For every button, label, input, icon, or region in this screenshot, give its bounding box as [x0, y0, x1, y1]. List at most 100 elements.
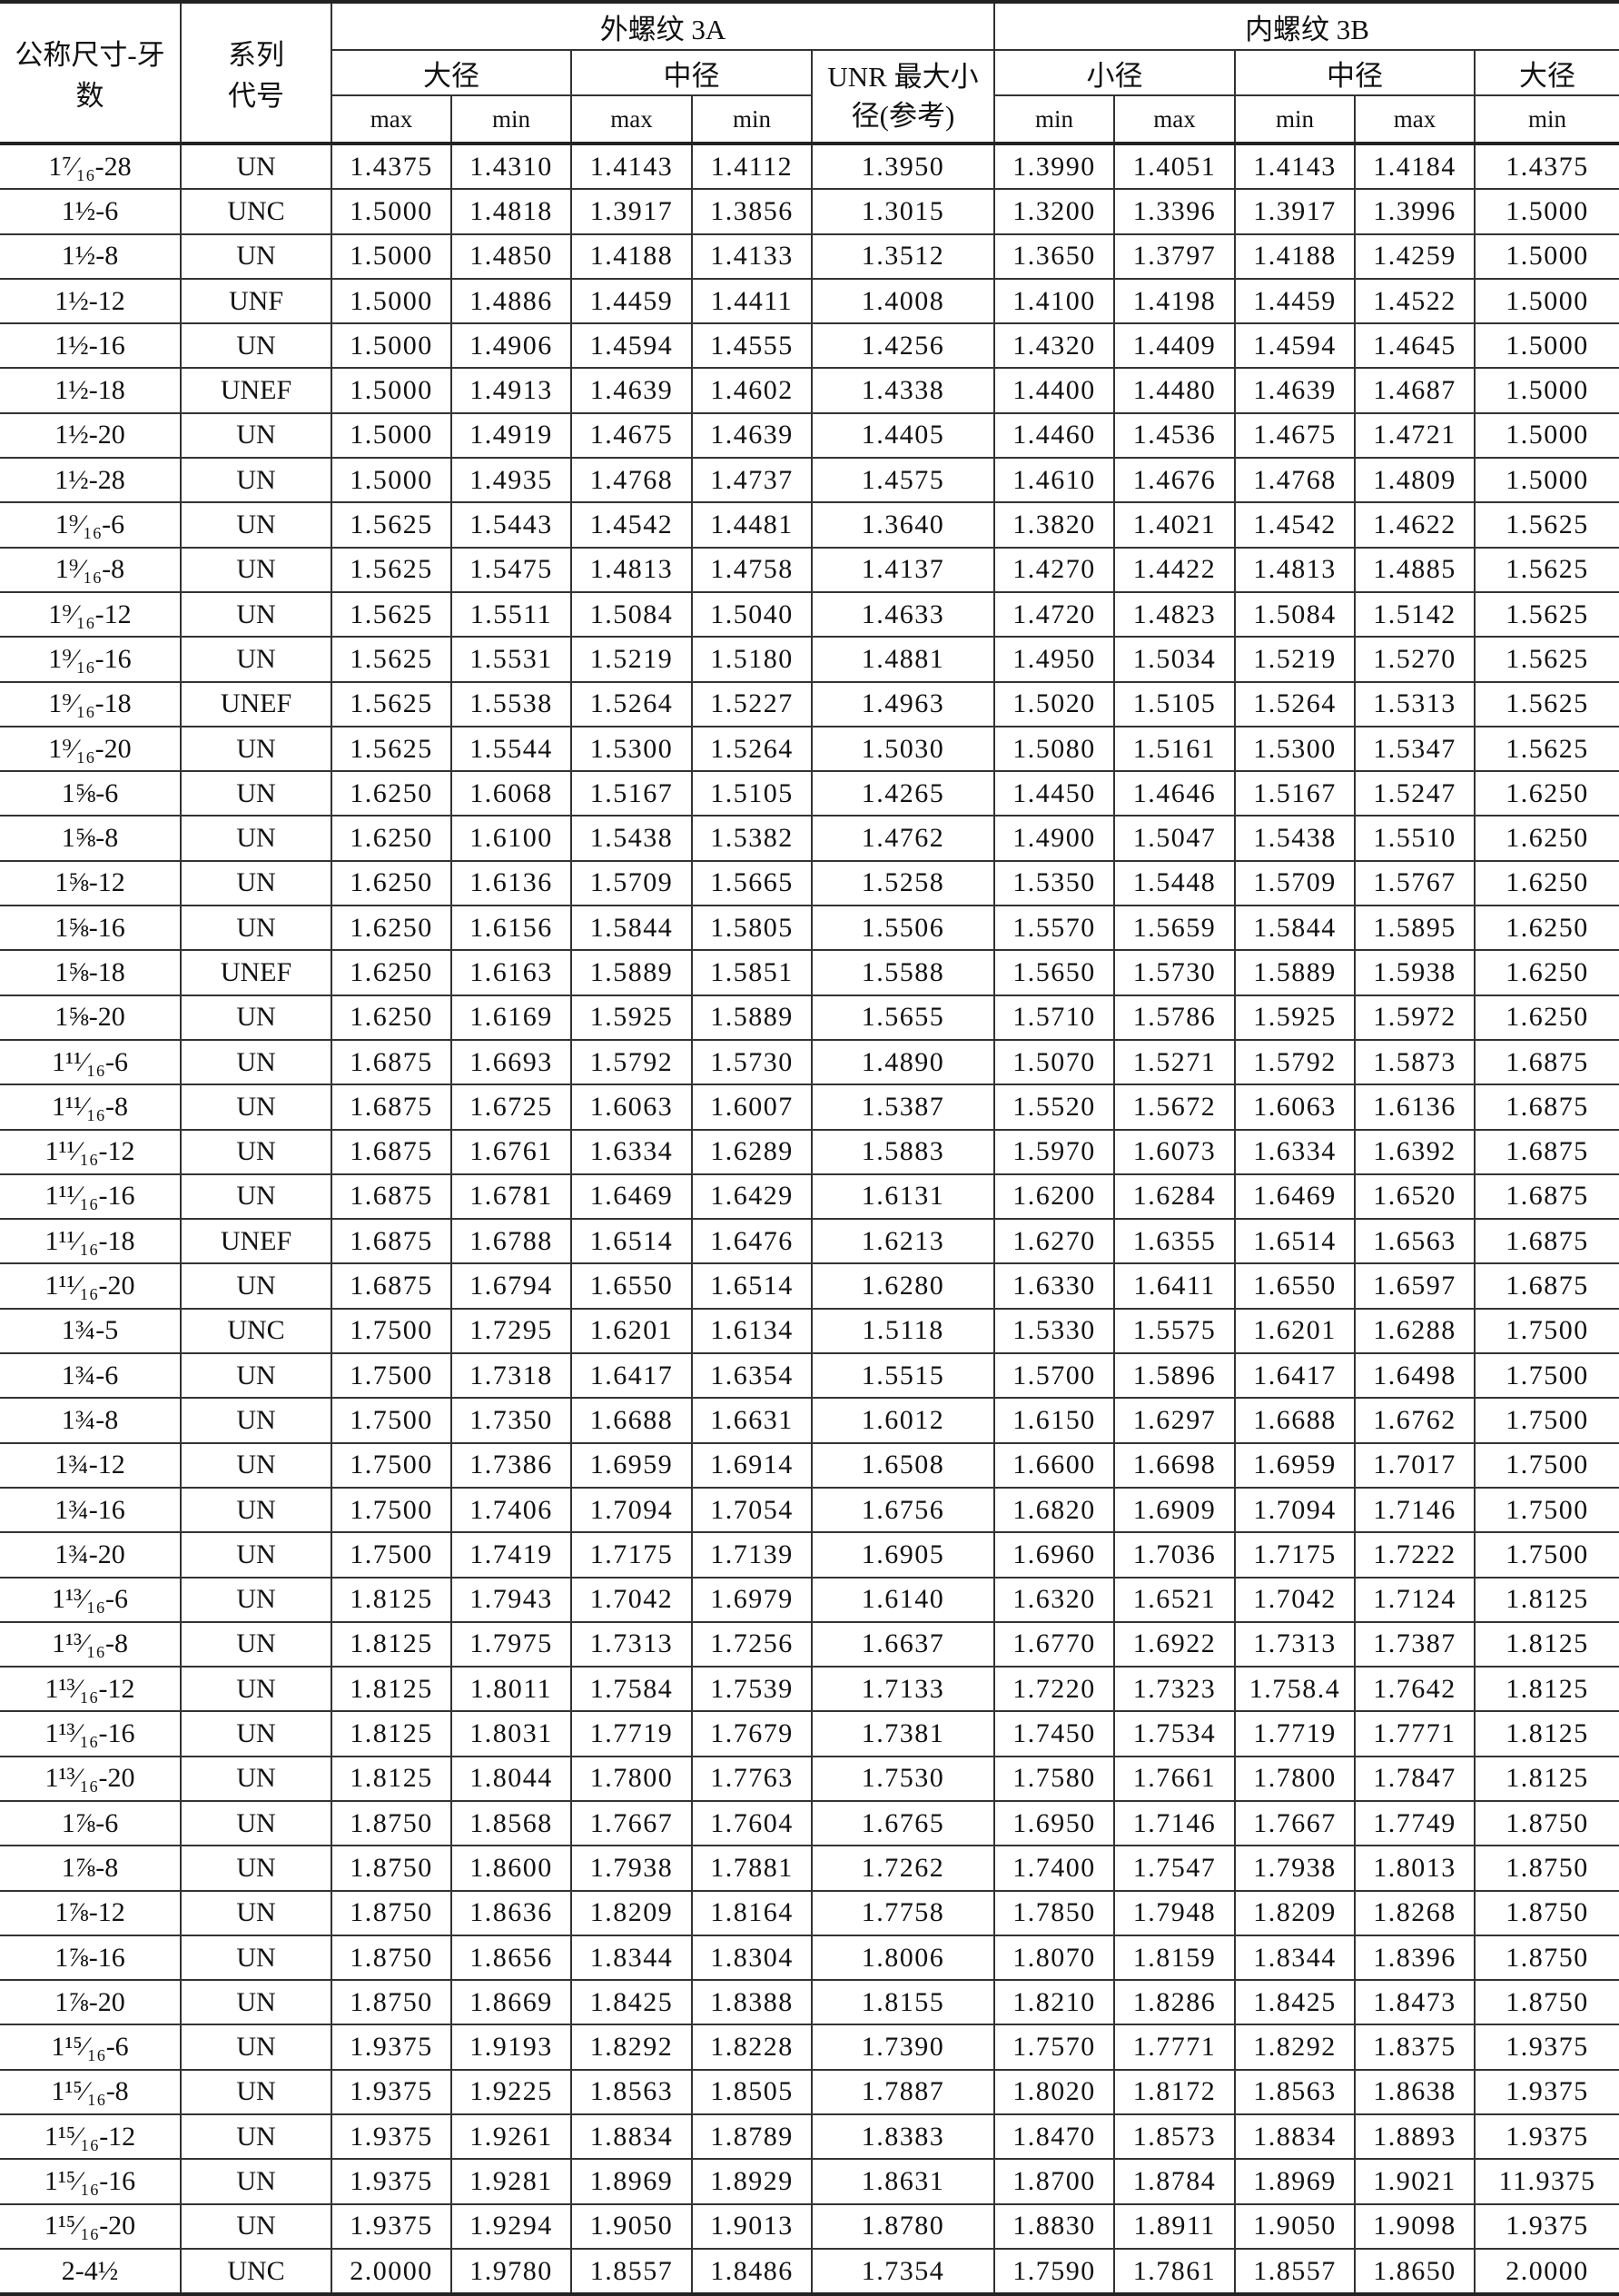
cell-ext-major-max: 1.8750	[331, 1845, 452, 1892]
cell-size: 1¾-16	[0, 1486, 182, 1534]
cell-ext-pitch-max: 1.7938	[570, 1845, 693, 1892]
cell-int-major-min: 1.8125	[1474, 1755, 1619, 1802]
header-size: 公称尺寸-牙数	[0, 0, 182, 145]
table-row: 1⁹⁄₁₆-6 UN 1.5625 1.5443 1.4542 1.4481 1.3640 1…	[0, 501, 1619, 549]
cell-int-pitch-min: 1.4459	[1234, 277, 1357, 325]
cell-int-minor-max: 1.5575	[1113, 1307, 1237, 1355]
cell-series: UN	[180, 770, 332, 817]
cell-unr-minor-max: 1.4008	[810, 277, 996, 325]
cell-ext-pitch-min: 1.4133	[691, 233, 813, 280]
cell-series: UN	[180, 142, 332, 191]
cell-ext-pitch-max: 1.7175	[570, 1531, 693, 1578]
cell-int-pitch-min: 1.4768	[1234, 457, 1357, 504]
cell-series: UN	[180, 2202, 332, 2250]
table-row: 1⅞-16 UN 1.8750 1.8656 1.8344 1.8304 1.8006 1.8…	[0, 1934, 1619, 1982]
cell-unr-minor-max: 1.7133	[810, 1666, 996, 1713]
cell-size: 1⁹⁄₁₆-16	[0, 636, 182, 683]
cell-ext-pitch-max: 1.5219	[570, 636, 693, 683]
cell-int-minor-min: 1.8700	[993, 2158, 1116, 2205]
cell-int-pitch-max: 1.4622	[1354, 501, 1476, 549]
cell-ext-pitch-max: 1.6959	[570, 1441, 693, 1489]
table-row: 1½-28 UN 1.5000 1.4935 1.4768 1.4737 1.4575 1.4…	[0, 457, 1619, 504]
cell-int-pitch-max: 1.5938	[1354, 949, 1476, 996]
cell-int-pitch-min: 1.6063	[1234, 1084, 1357, 1131]
cell-size: 1¹³⁄₁₆-20	[0, 1755, 182, 1802]
cell-ext-major-min: 1.4913	[450, 367, 572, 414]
cell-int-pitch-min: 1.5792	[1234, 1038, 1357, 1086]
cell-size: 1¹³⁄₁₆-8	[0, 1620, 182, 1668]
cell-ext-major-max: 1.8125	[331, 1620, 452, 1668]
cell-int-major-min: 1.7500	[1474, 1307, 1619, 1355]
cell-series: UN	[180, 1352, 332, 1400]
cell-int-minor-max: 1.7661	[1113, 1755, 1237, 1802]
cell-ext-major-min: 1.8031	[450, 1710, 572, 1757]
cell-int-major-min: 1.7500	[1474, 1352, 1619, 1400]
table-row: 1¾-20 UN 1.7500 1.7419 1.7175 1.7139 1.6905 1.6…	[0, 1531, 1619, 1578]
table-row: 1¹³⁄₁₆-20 UN 1.8125 1.8044 1.7800 1.7763 1.753…	[0, 1755, 1619, 1802]
cell-ext-major-max: 1.5000	[331, 367, 452, 414]
cell-size: 1⅝-8	[0, 815, 182, 862]
cell-series: UNC	[180, 188, 332, 235]
cell-ext-pitch-min: 1.5382	[691, 815, 813, 862]
cell-ext-pitch-max: 1.5889	[570, 949, 693, 996]
table-row: 2-4½ UNC 2.0000 1.9780 1.8557 1.8486 1.7354 1.7…	[0, 2247, 1619, 2296]
cell-series: UNC	[180, 2247, 332, 2296]
cell-unr-minor-max: 1.3512	[810, 233, 996, 280]
cell-int-minor-max: 1.6698	[1113, 1441, 1237, 1489]
cell-series: UN	[180, 1531, 332, 1578]
cell-series: UN	[180, 1666, 332, 1713]
cell-int-minor-max: 1.7547	[1113, 1845, 1237, 1892]
table-row: 1⅝-16 UN 1.6250 1.6156 1.5844 1.5805 1.5506 1.5…	[0, 905, 1619, 952]
cell-ext-major-min: 1.7295	[450, 1307, 572, 1355]
cell-unr-minor-max: 1.6508	[810, 1441, 996, 1489]
cell-unr-minor-max: 1.8006	[810, 1934, 996, 1982]
cell-series: UN	[180, 457, 332, 504]
cell-int-minor-min: 1.6600	[993, 1441, 1116, 1489]
cell-int-pitch-min: 1.5300	[1234, 725, 1357, 773]
cell-int-pitch-max: 1.4809	[1354, 457, 1476, 504]
table-row: 1⅞-20 UN 1.8750 1.8669 1.8425 1.8388 1.8155 1.8…	[0, 1979, 1619, 2026]
cell-int-pitch-min: 1.5844	[1234, 905, 1357, 952]
cell-ext-pitch-max: 1.6514	[570, 1218, 693, 1265]
table-row: 1⅞-12 UN 1.8750 1.8636 1.8209 1.8164 1.7758 1.7…	[0, 1889, 1619, 1936]
cell-size: 1¹³⁄₁₆-16	[0, 1710, 182, 1757]
cell-int-minor-min: 1.5070	[993, 1038, 1116, 1086]
cell-ext-major-max: 1.5000	[331, 277, 452, 325]
cell-ext-pitch-max: 1.7719	[570, 1710, 693, 1757]
cell-int-major-min: 1.8750	[1474, 1889, 1619, 1936]
cell-ext-major-min: 1.6725	[450, 1084, 572, 1131]
cell-size: 1¹¹⁄₁₆-6	[0, 1038, 182, 1086]
cell-ext-pitch-min: 1.6631	[691, 1397, 813, 1444]
cell-unr-minor-max: 1.5030	[810, 725, 996, 773]
cell-int-minor-max: 1.6355	[1113, 1218, 1237, 1265]
cell-int-major-min: 1.6250	[1474, 815, 1619, 862]
cell-int-major-min: 1.6875	[1474, 1262, 1619, 1310]
cell-int-major-min: 1.5625	[1474, 546, 1619, 593]
cell-size: 1½-28	[0, 457, 182, 504]
cell-int-pitch-min: 1.7094	[1234, 1486, 1357, 1534]
cell-int-major-min: 1.5000	[1474, 277, 1619, 325]
cell-int-pitch-min: 1.7313	[1234, 1620, 1357, 1668]
cell-series: UN	[180, 233, 332, 280]
cell-ext-major-max: 1.5625	[331, 680, 452, 727]
cell-int-major-min: 2.0000	[1474, 2247, 1619, 2296]
cell-ext-pitch-min: 1.6289	[691, 1128, 813, 1175]
cell-int-pitch-min: 1.5709	[1234, 859, 1357, 907]
cell-ext-pitch-max: 1.6201	[570, 1307, 693, 1355]
cell-int-minor-max: 1.6297	[1113, 1397, 1237, 1444]
cell-size: 1⁷⁄₁₆-28	[0, 142, 182, 191]
cell-ext-pitch-max: 1.4143	[570, 142, 693, 191]
header-int-minor-diameter: 小径	[993, 49, 1237, 96]
cell-int-major-min: 1.7500	[1474, 1531, 1619, 1578]
cell-ext-major-min: 1.4850	[450, 233, 572, 280]
cell-ext-pitch-max: 1.5792	[570, 1038, 693, 1086]
cell-ext-major-min: 1.9261	[450, 2113, 572, 2161]
cell-int-minor-min: 1.4610	[993, 457, 1116, 504]
cell-ext-pitch-max: 1.4542	[570, 501, 693, 549]
cell-int-minor-max: 1.6909	[1113, 1486, 1237, 1534]
cell-series: UNF	[180, 277, 332, 325]
cell-ext-pitch-max: 1.8209	[570, 1889, 693, 1936]
cell-int-minor-min: 1.5350	[993, 859, 1116, 907]
cell-ext-pitch-max: 1.8834	[570, 2113, 693, 2161]
